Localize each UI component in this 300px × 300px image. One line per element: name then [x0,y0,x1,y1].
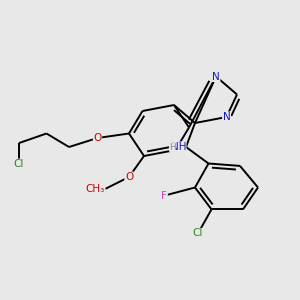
Text: O: O [93,133,102,143]
Text: Cl: Cl [14,159,24,169]
Text: H: H [169,142,176,152]
Text: F: F [161,190,167,201]
Text: N: N [212,71,220,82]
Text: N: N [223,112,230,122]
Text: CH₃: CH₃ [86,184,105,194]
Text: O: O [125,172,133,182]
Text: Cl: Cl [193,228,203,239]
Text: NH: NH [170,142,186,152]
